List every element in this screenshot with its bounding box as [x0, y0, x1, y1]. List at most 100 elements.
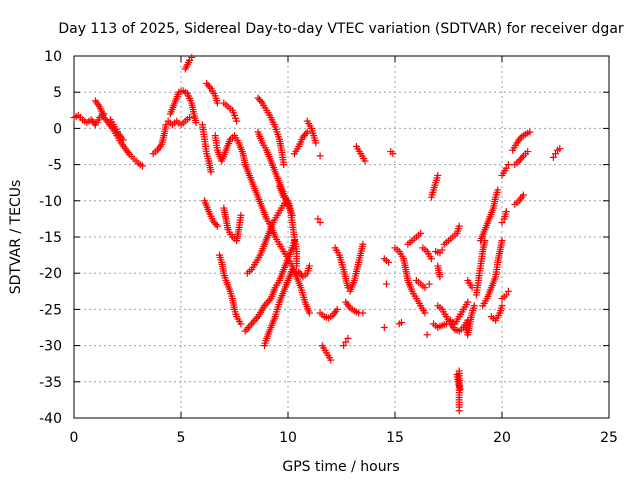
data-point [119, 136, 127, 144]
data-point [280, 161, 288, 169]
data-point [442, 320, 450, 328]
data-point [241, 327, 249, 335]
data-point [385, 258, 393, 266]
y-tick-label: 10 [44, 49, 62, 65]
y-tick-label: -25 [39, 302, 62, 318]
data-point [305, 309, 313, 317]
series-arc-34 [380, 255, 393, 266]
data-point [470, 302, 478, 310]
data-point [389, 150, 397, 158]
data-point [436, 273, 444, 281]
series-arc-58 [479, 237, 506, 310]
data-point [504, 287, 512, 295]
data-point [427, 255, 435, 263]
x-tick-label: 15 [386, 430, 404, 446]
series-arc-19 [260, 266, 296, 350]
series-arc-33 [387, 148, 397, 158]
y-tick-label: -15 [39, 230, 62, 246]
data-point [438, 246, 446, 254]
x-tick-label: 0 [70, 430, 79, 446]
series-arc-22 [303, 117, 320, 147]
data-point [316, 219, 324, 227]
series-arc-45 [432, 246, 446, 257]
data-point [526, 128, 534, 136]
data-point [498, 219, 506, 227]
series-arc-15 [243, 197, 290, 277]
series-arc-41 [423, 331, 431, 339]
series-arc-57 [487, 302, 506, 324]
data-point [293, 262, 301, 270]
series-arc-31 [346, 240, 367, 295]
data-point [382, 280, 390, 288]
data-point [251, 316, 259, 324]
series-arc-07 [203, 80, 221, 107]
series-arc-09 [201, 197, 221, 230]
series-arc-10 [211, 132, 249, 169]
series-arc-27 [318, 342, 335, 364]
x-axis-label: GPS time / hours [282, 459, 399, 475]
data-point [303, 128, 311, 136]
series-arc-04 [149, 114, 194, 158]
chart-title: Day 113 of 2025, Sidereal Day-to-day VTE… [58, 21, 624, 37]
data-point [397, 318, 405, 326]
series-arc-35 [382, 280, 390, 288]
series-arc-43 [430, 320, 450, 331]
x-tick-label: 25 [600, 430, 618, 446]
series-arc-26 [314, 215, 324, 227]
data-point [249, 318, 257, 326]
data-point [359, 240, 367, 248]
data-point [213, 222, 221, 230]
series-arc-39 [404, 229, 425, 248]
series-arc-63 [511, 191, 527, 208]
data-point [246, 322, 254, 330]
data-point [186, 114, 194, 122]
y-tick-label: -30 [39, 339, 62, 355]
series-arc-49 [440, 222, 463, 248]
x-tick-label: 5 [177, 430, 186, 446]
series-arc-50 [447, 298, 472, 328]
y-tick-label: -40 [39, 411, 62, 427]
data-point [494, 186, 502, 194]
data-point [502, 164, 510, 172]
series-arc-62 [511, 148, 532, 169]
data-point [518, 154, 526, 162]
series-arc-20 [275, 182, 301, 270]
series-arc-61 [498, 161, 512, 179]
series-arc-08 [198, 121, 215, 176]
data-point [188, 53, 196, 61]
data-point [192, 119, 200, 127]
data-point [237, 320, 245, 328]
data-point [421, 284, 429, 292]
data-point [502, 208, 510, 216]
data-point [380, 324, 388, 331]
data-point [314, 215, 322, 223]
data-point [498, 237, 506, 245]
series-arc-46 [425, 280, 433, 288]
series-arc-13 [220, 99, 241, 125]
data-point [212, 220, 220, 228]
data-point [305, 262, 313, 270]
data-point [302, 130, 310, 138]
data-point [233, 117, 241, 125]
y-axis-label: SDTVAR / TECUs [8, 180, 24, 295]
series-arc-53 [462, 302, 478, 339]
data-point [417, 229, 425, 237]
series-arc-30 [342, 298, 367, 317]
series-arc-36 [380, 324, 388, 331]
series-arc-21 [290, 128, 311, 158]
series-arc-44 [419, 244, 435, 263]
gridlines [74, 56, 609, 418]
data-point [425, 280, 433, 288]
series-arc-03 [106, 116, 127, 144]
data-point [498, 302, 506, 310]
data-point [504, 161, 512, 169]
y-tick-label: -20 [39, 266, 62, 282]
data-point [327, 356, 335, 364]
data-point [464, 298, 472, 306]
data-point [524, 148, 532, 156]
series-arc-52 [453, 371, 464, 393]
y-tick-label: 0 [53, 121, 62, 137]
x-tick-label: 20 [493, 430, 511, 446]
data-point [342, 338, 350, 346]
